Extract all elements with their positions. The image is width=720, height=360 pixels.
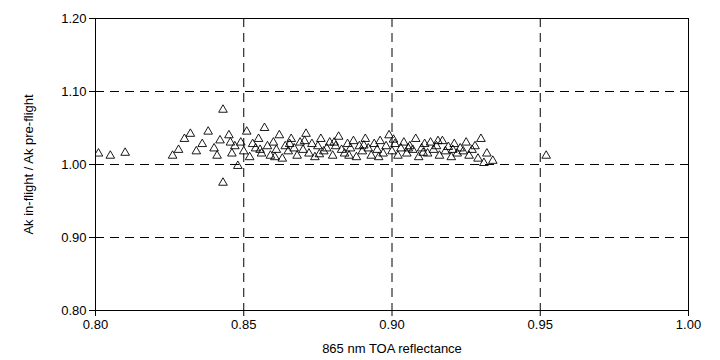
svg-text:0.95: 0.95 xyxy=(528,317,553,332)
svg-text:0.90: 0.90 xyxy=(379,317,404,332)
svg-text:1.00: 1.00 xyxy=(61,157,86,172)
svg-text:Ak in-flight / Ak pre-flight: Ak in-flight / Ak pre-flight xyxy=(21,94,36,235)
svg-text:1.00: 1.00 xyxy=(676,317,701,332)
svg-text:1.10: 1.10 xyxy=(61,84,86,99)
svg-text:0.85: 0.85 xyxy=(231,317,256,332)
svg-text:865 nm TOA reflectance: 865 nm TOA reflectance xyxy=(322,341,462,356)
svg-text:0.80: 0.80 xyxy=(83,317,108,332)
svg-text:1.20: 1.20 xyxy=(61,11,86,26)
svg-text:0.80: 0.80 xyxy=(61,303,86,318)
svg-text:0.90: 0.90 xyxy=(61,230,86,245)
